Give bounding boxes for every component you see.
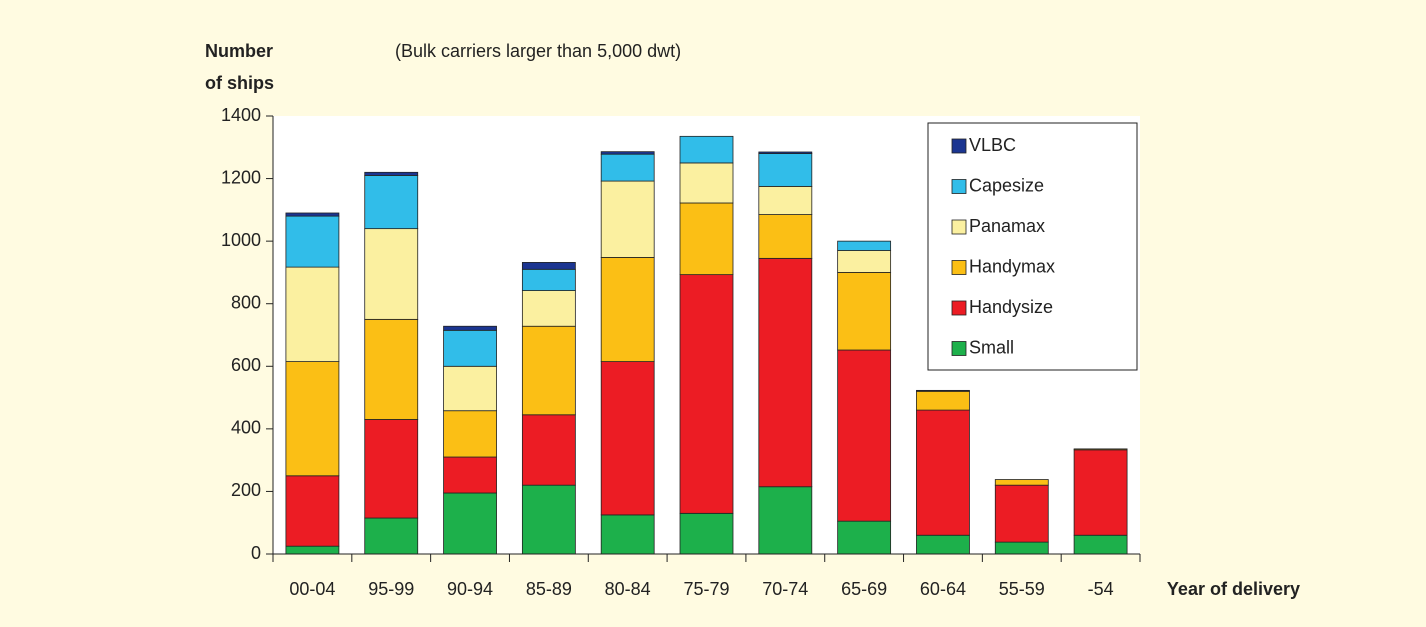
bar-segment <box>916 409 970 536</box>
bar-segment <box>1073 448 1128 451</box>
bar-segment <box>443 410 497 458</box>
bar-segment <box>521 268 576 291</box>
bar-segment <box>443 492 497 555</box>
bar-segment <box>916 390 970 411</box>
x-axis-title: Year of delivery <box>1167 579 1300 599</box>
y-tick-label: 1000 <box>221 230 261 250</box>
bar-segment <box>443 329 497 367</box>
bar-segment <box>521 262 576 270</box>
bar-segment <box>521 414 576 486</box>
bar-segment <box>443 325 497 331</box>
bar-segment <box>443 456 497 494</box>
bar-segment <box>994 541 1049 555</box>
bar-segment <box>600 257 655 362</box>
bar-segment <box>916 534 970 555</box>
legend-label: Handysize <box>969 297 1053 317</box>
bar-segment <box>837 272 892 351</box>
x-tick-label: 80-84 <box>605 579 651 599</box>
y-tick-label: 600 <box>231 355 261 375</box>
bar-segment <box>285 545 340 555</box>
bar-segment <box>679 162 734 204</box>
bar-segment <box>521 290 576 327</box>
bar-segment <box>758 486 813 555</box>
bar-segment <box>364 318 419 420</box>
legend-swatch <box>951 138 967 154</box>
bar-segment <box>521 484 576 555</box>
x-tick-label: 00-04 <box>289 579 335 599</box>
legend-swatch <box>951 179 967 194</box>
x-tick-label: 75-79 <box>683 579 729 599</box>
legend-label: Panamax <box>969 216 1045 236</box>
bar-segment <box>285 475 340 547</box>
bar-segment <box>521 325 576 416</box>
y-tick-label: 1200 <box>221 167 261 187</box>
legend-swatch <box>951 300 967 316</box>
legend-label: Small <box>969 337 1014 357</box>
x-tick-label: -54 <box>1088 579 1114 599</box>
bar-segment <box>837 520 892 555</box>
x-tick-label: 95-99 <box>368 579 414 599</box>
x-tick-label: 65-69 <box>841 579 887 599</box>
subtitle: (Bulk carriers larger than 5,000 dwt) <box>395 41 681 61</box>
legend-label: VLBC <box>969 135 1016 155</box>
legend-swatch <box>951 219 967 235</box>
x-tick-label: 55-59 <box>999 579 1045 599</box>
bar-segment <box>679 512 734 555</box>
y-tick-label: 400 <box>231 418 261 438</box>
bar-segment <box>679 274 734 514</box>
bar-segment <box>600 514 655 555</box>
bar-segment <box>364 517 419 555</box>
legend-swatch <box>951 341 967 356</box>
bar-segment <box>679 202 734 276</box>
bar-segment <box>364 171 419 176</box>
legend-box <box>927 122 1138 371</box>
x-tick-label: 85-89 <box>526 579 572 599</box>
y-tick-label: 0 <box>251 543 261 563</box>
bar-segment <box>600 180 655 258</box>
bar-segment <box>285 215 340 268</box>
bar-segment <box>994 479 1049 486</box>
bar-segment <box>758 214 813 259</box>
bar-segment <box>443 365 497 412</box>
bar-segment <box>1073 534 1128 555</box>
bar-segment <box>758 153 813 187</box>
legend-label: Handymax <box>969 256 1055 276</box>
bar-segment <box>837 240 892 251</box>
bar-segment <box>758 151 813 154</box>
bar-segment <box>837 349 892 522</box>
x-tick-label: 60-64 <box>920 579 966 599</box>
bar-segment <box>600 361 655 516</box>
bar-segment <box>679 135 734 164</box>
bar-segment <box>758 257 813 488</box>
bar-segment <box>600 151 655 155</box>
y-axis-title: of ships <box>205 73 274 93</box>
bar-segment <box>916 389 970 392</box>
bar-segment <box>758 185 813 215</box>
y-tick-label: 800 <box>231 292 261 312</box>
y-tick-label: 200 <box>231 480 261 500</box>
x-tick-label: 70-74 <box>762 579 808 599</box>
bar-segment <box>285 212 340 217</box>
bar-segment <box>364 228 419 320</box>
bar-segment <box>364 419 419 519</box>
legend-swatch <box>951 260 967 275</box>
y-axis-title: Number <box>205 41 273 61</box>
bar-segment <box>837 250 892 273</box>
legend-label: Capesize <box>969 175 1044 195</box>
bar-segment <box>1073 449 1128 536</box>
x-tick-label: 90-94 <box>447 579 493 599</box>
bar-segment <box>285 361 340 477</box>
bar-segment <box>285 266 340 362</box>
bar-segment <box>364 175 419 230</box>
bar-segment <box>994 484 1049 543</box>
bar-segment <box>600 153 655 182</box>
y-tick-label: 1400 <box>221 105 261 125</box>
